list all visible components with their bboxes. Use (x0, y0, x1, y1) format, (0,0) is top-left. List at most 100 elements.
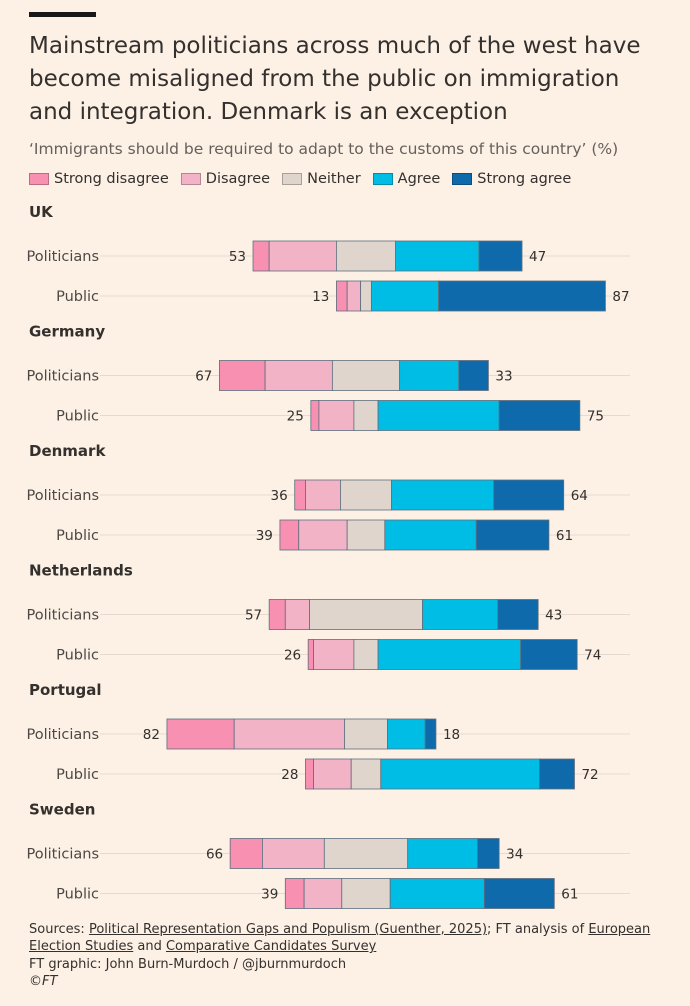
agree-total-label: 74 (584, 648, 601, 664)
agree-total-label: 61 (556, 528, 573, 544)
bar-segment-neither (340, 479, 392, 511)
row-label: Politicians (27, 488, 100, 504)
bar-segment-strong-agree (475, 519, 550, 551)
source-link-guenther[interactable]: Political Representation Gaps and Populi… (88, 922, 488, 937)
disagree-total-label: 53 (229, 249, 246, 265)
bar-segment-neither (331, 360, 401, 391)
bar-segment-strong-agree (498, 400, 581, 431)
source-link-ccs[interactable]: Comparative Candidates Survey (165, 939, 377, 954)
bar-segment-neither (346, 519, 386, 551)
row-label: Politicians (27, 847, 100, 863)
sources-prefix: Sources: (29, 922, 89, 937)
country-label: Germany (29, 323, 105, 341)
bar-segment-agree (391, 479, 495, 511)
bar-segment-neither (344, 718, 388, 750)
bar-segment-agree (384, 519, 477, 551)
bar-segment-strong-disagree (166, 718, 235, 750)
bar-segment-strong-agree (438, 280, 606, 312)
legend-item-disagree: Disagree (180, 171, 271, 187)
agree-total-label: 18 (443, 727, 460, 743)
bar-segment-strong-disagree (305, 758, 314, 790)
bar-segment-agree (370, 280, 440, 312)
country-label: Denmark (29, 442, 106, 460)
sources-and: and (133, 939, 166, 954)
row-label: Public (56, 648, 99, 664)
legend-label: Disagree (205, 171, 271, 187)
agree-total-label: 33 (495, 369, 512, 385)
bar-segment-agree (422, 599, 499, 630)
disagree-total-label: 13 (312, 289, 329, 305)
row-label: Public (56, 409, 99, 425)
ft-copyright: ©FT (29, 974, 58, 989)
disagree-total-label: 67 (195, 369, 212, 385)
sources-note: Sources: Political Representation Gaps a… (29, 921, 669, 955)
bar-segment-strong-agree (458, 360, 489, 391)
bar-segment-strong-agree (520, 639, 578, 670)
legend-swatch (372, 173, 393, 185)
bar-segment-strong-agree (539, 758, 575, 790)
bar-segment-neither (323, 838, 409, 869)
bar-segment-strong-disagree (279, 519, 300, 551)
bar-segment-neither (309, 599, 423, 630)
bar-segment-agree (399, 360, 460, 391)
disagree-total-label: 26 (284, 648, 301, 664)
legend-label: Strong agree (477, 171, 572, 187)
bar-segment-agree (407, 838, 479, 869)
country-label: Portugal (29, 681, 102, 699)
legend-item-neither: Neither (282, 171, 361, 187)
bar-segment-agree (377, 400, 500, 431)
row-label: Politicians (27, 727, 100, 743)
bar-segment-neither (341, 878, 391, 909)
legend: Strong disagree Disagree Neither Agree S… (29, 171, 583, 187)
legend-item-agree: Agree (372, 171, 440, 187)
legend-label: Neither (307, 171, 361, 187)
bar-segment-disagree (233, 718, 345, 750)
sources-mid: ; FT analysis of (487, 922, 589, 937)
disagree-total-label: 39 (256, 528, 273, 544)
bar-segment-strong-agree (477, 838, 500, 869)
bar-segment-disagree (262, 838, 325, 869)
bar-segment-strong-disagree (268, 599, 286, 630)
bar-segment-disagree (298, 519, 348, 551)
bar-segment-strong-disagree (284, 878, 305, 909)
bar-segment-strong-disagree (229, 838, 263, 869)
disagree-total-label: 28 (281, 767, 298, 783)
bar-segment-agree (380, 758, 540, 790)
bar-segment-strong-disagree (336, 280, 348, 312)
disagree-total-label: 25 (287, 409, 304, 425)
bar-segment-strong-disagree (218, 360, 266, 391)
bar-segment-strong-agree (483, 878, 555, 909)
bar-segment-disagree (284, 599, 310, 630)
bar-segment-disagree (346, 280, 362, 312)
source-link-ees[interactable]: European Election Studies (29, 922, 651, 954)
bar-segment-strong-agree (493, 479, 565, 511)
legend-swatch (282, 173, 303, 185)
agree-total-label: 64 (571, 488, 588, 504)
bar-segment-neither (350, 758, 382, 790)
agree-total-label: 43 (545, 608, 562, 624)
disagree-total-label: 39 (261, 887, 278, 903)
bar-segment-strong-agree (497, 599, 539, 630)
agree-total-label: 61 (561, 887, 578, 903)
bar-segment-neither (353, 400, 379, 431)
chart-title: Mainstream politicians across much of th… (29, 33, 641, 125)
agree-total-label: 47 (529, 249, 546, 265)
disagree-total-label: 57 (245, 608, 262, 624)
bar-segment-disagree (313, 639, 355, 670)
legend-item-strong-disagree: Strong disagree (29, 171, 169, 187)
bar-segment-strong-disagree (252, 240, 270, 272)
row-label: Public (56, 887, 99, 903)
legend-swatch (180, 173, 201, 185)
agree-total-label: 72 (581, 767, 598, 783)
diverging-bar-chart: UK Politicians 53 47 Public 13 87 Germany Politi… (27, 203, 630, 909)
row-label: Politicians (27, 608, 100, 624)
bar-segment-strong-disagree (294, 479, 306, 511)
country-label: Netherlands (29, 562, 133, 580)
bar-segment-strong-disagree (307, 639, 314, 670)
bar-segment-disagree (303, 878, 343, 909)
bar-segment-agree (387, 718, 426, 750)
row-label: Public (56, 767, 99, 783)
bar-segment-agree (395, 240, 480, 272)
top-accent-bar (29, 12, 96, 17)
legend-label: Strong disagree (54, 171, 169, 187)
